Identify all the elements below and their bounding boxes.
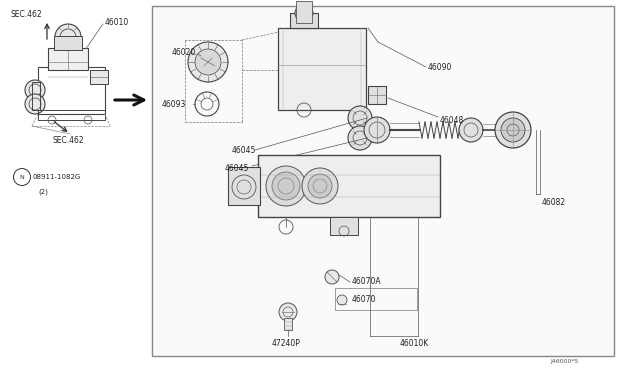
Circle shape bbox=[25, 94, 45, 114]
Bar bbox=[152, 6, 614, 356]
Circle shape bbox=[302, 168, 338, 204]
Circle shape bbox=[348, 106, 372, 130]
Circle shape bbox=[295, 4, 313, 22]
Text: 46010K: 46010K bbox=[400, 340, 429, 349]
Bar bbox=[32, 82, 40, 110]
Bar bbox=[54, 36, 82, 50]
Circle shape bbox=[279, 303, 297, 321]
Text: 46045: 46045 bbox=[232, 145, 257, 154]
Circle shape bbox=[348, 126, 372, 150]
Circle shape bbox=[13, 169, 31, 186]
Bar bbox=[330, 217, 358, 235]
Bar bbox=[228, 167, 260, 205]
Circle shape bbox=[195, 49, 221, 75]
Bar bbox=[284, 318, 292, 330]
Circle shape bbox=[266, 166, 306, 206]
Circle shape bbox=[364, 117, 390, 143]
Text: 08911-1082G: 08911-1082G bbox=[32, 174, 80, 180]
Bar bbox=[290, 13, 318, 28]
Circle shape bbox=[308, 174, 332, 198]
Text: 46048: 46048 bbox=[440, 115, 464, 125]
Bar bbox=[296, 1, 312, 23]
Text: 46070: 46070 bbox=[352, 295, 376, 305]
Circle shape bbox=[25, 80, 45, 100]
Text: 46045: 46045 bbox=[225, 164, 250, 173]
Text: 46093: 46093 bbox=[162, 99, 186, 109]
Circle shape bbox=[501, 118, 525, 142]
Bar bbox=[278, 28, 366, 110]
Text: 46070A: 46070A bbox=[352, 278, 381, 286]
Text: 46082: 46082 bbox=[542, 198, 566, 206]
Text: J46000*5: J46000*5 bbox=[550, 359, 579, 365]
Circle shape bbox=[459, 118, 483, 142]
Circle shape bbox=[55, 24, 81, 50]
Text: SEC.462: SEC.462 bbox=[10, 10, 42, 19]
Circle shape bbox=[325, 270, 339, 284]
Bar bbox=[335, 288, 417, 310]
Circle shape bbox=[337, 295, 347, 305]
Bar bbox=[48, 48, 88, 70]
Bar bbox=[38, 110, 105, 120]
Circle shape bbox=[495, 112, 531, 148]
Text: 46020: 46020 bbox=[172, 48, 196, 57]
Text: 47240P: 47240P bbox=[272, 340, 301, 349]
Bar bbox=[90, 70, 108, 84]
Text: 46090: 46090 bbox=[428, 62, 452, 71]
Text: SEC.462: SEC.462 bbox=[52, 135, 84, 144]
Bar bbox=[368, 86, 386, 104]
Text: 46010: 46010 bbox=[105, 17, 129, 26]
Bar bbox=[258, 155, 440, 217]
Circle shape bbox=[188, 42, 228, 82]
Text: N: N bbox=[20, 174, 24, 180]
Text: (2): (2) bbox=[38, 189, 48, 195]
Circle shape bbox=[272, 172, 300, 200]
